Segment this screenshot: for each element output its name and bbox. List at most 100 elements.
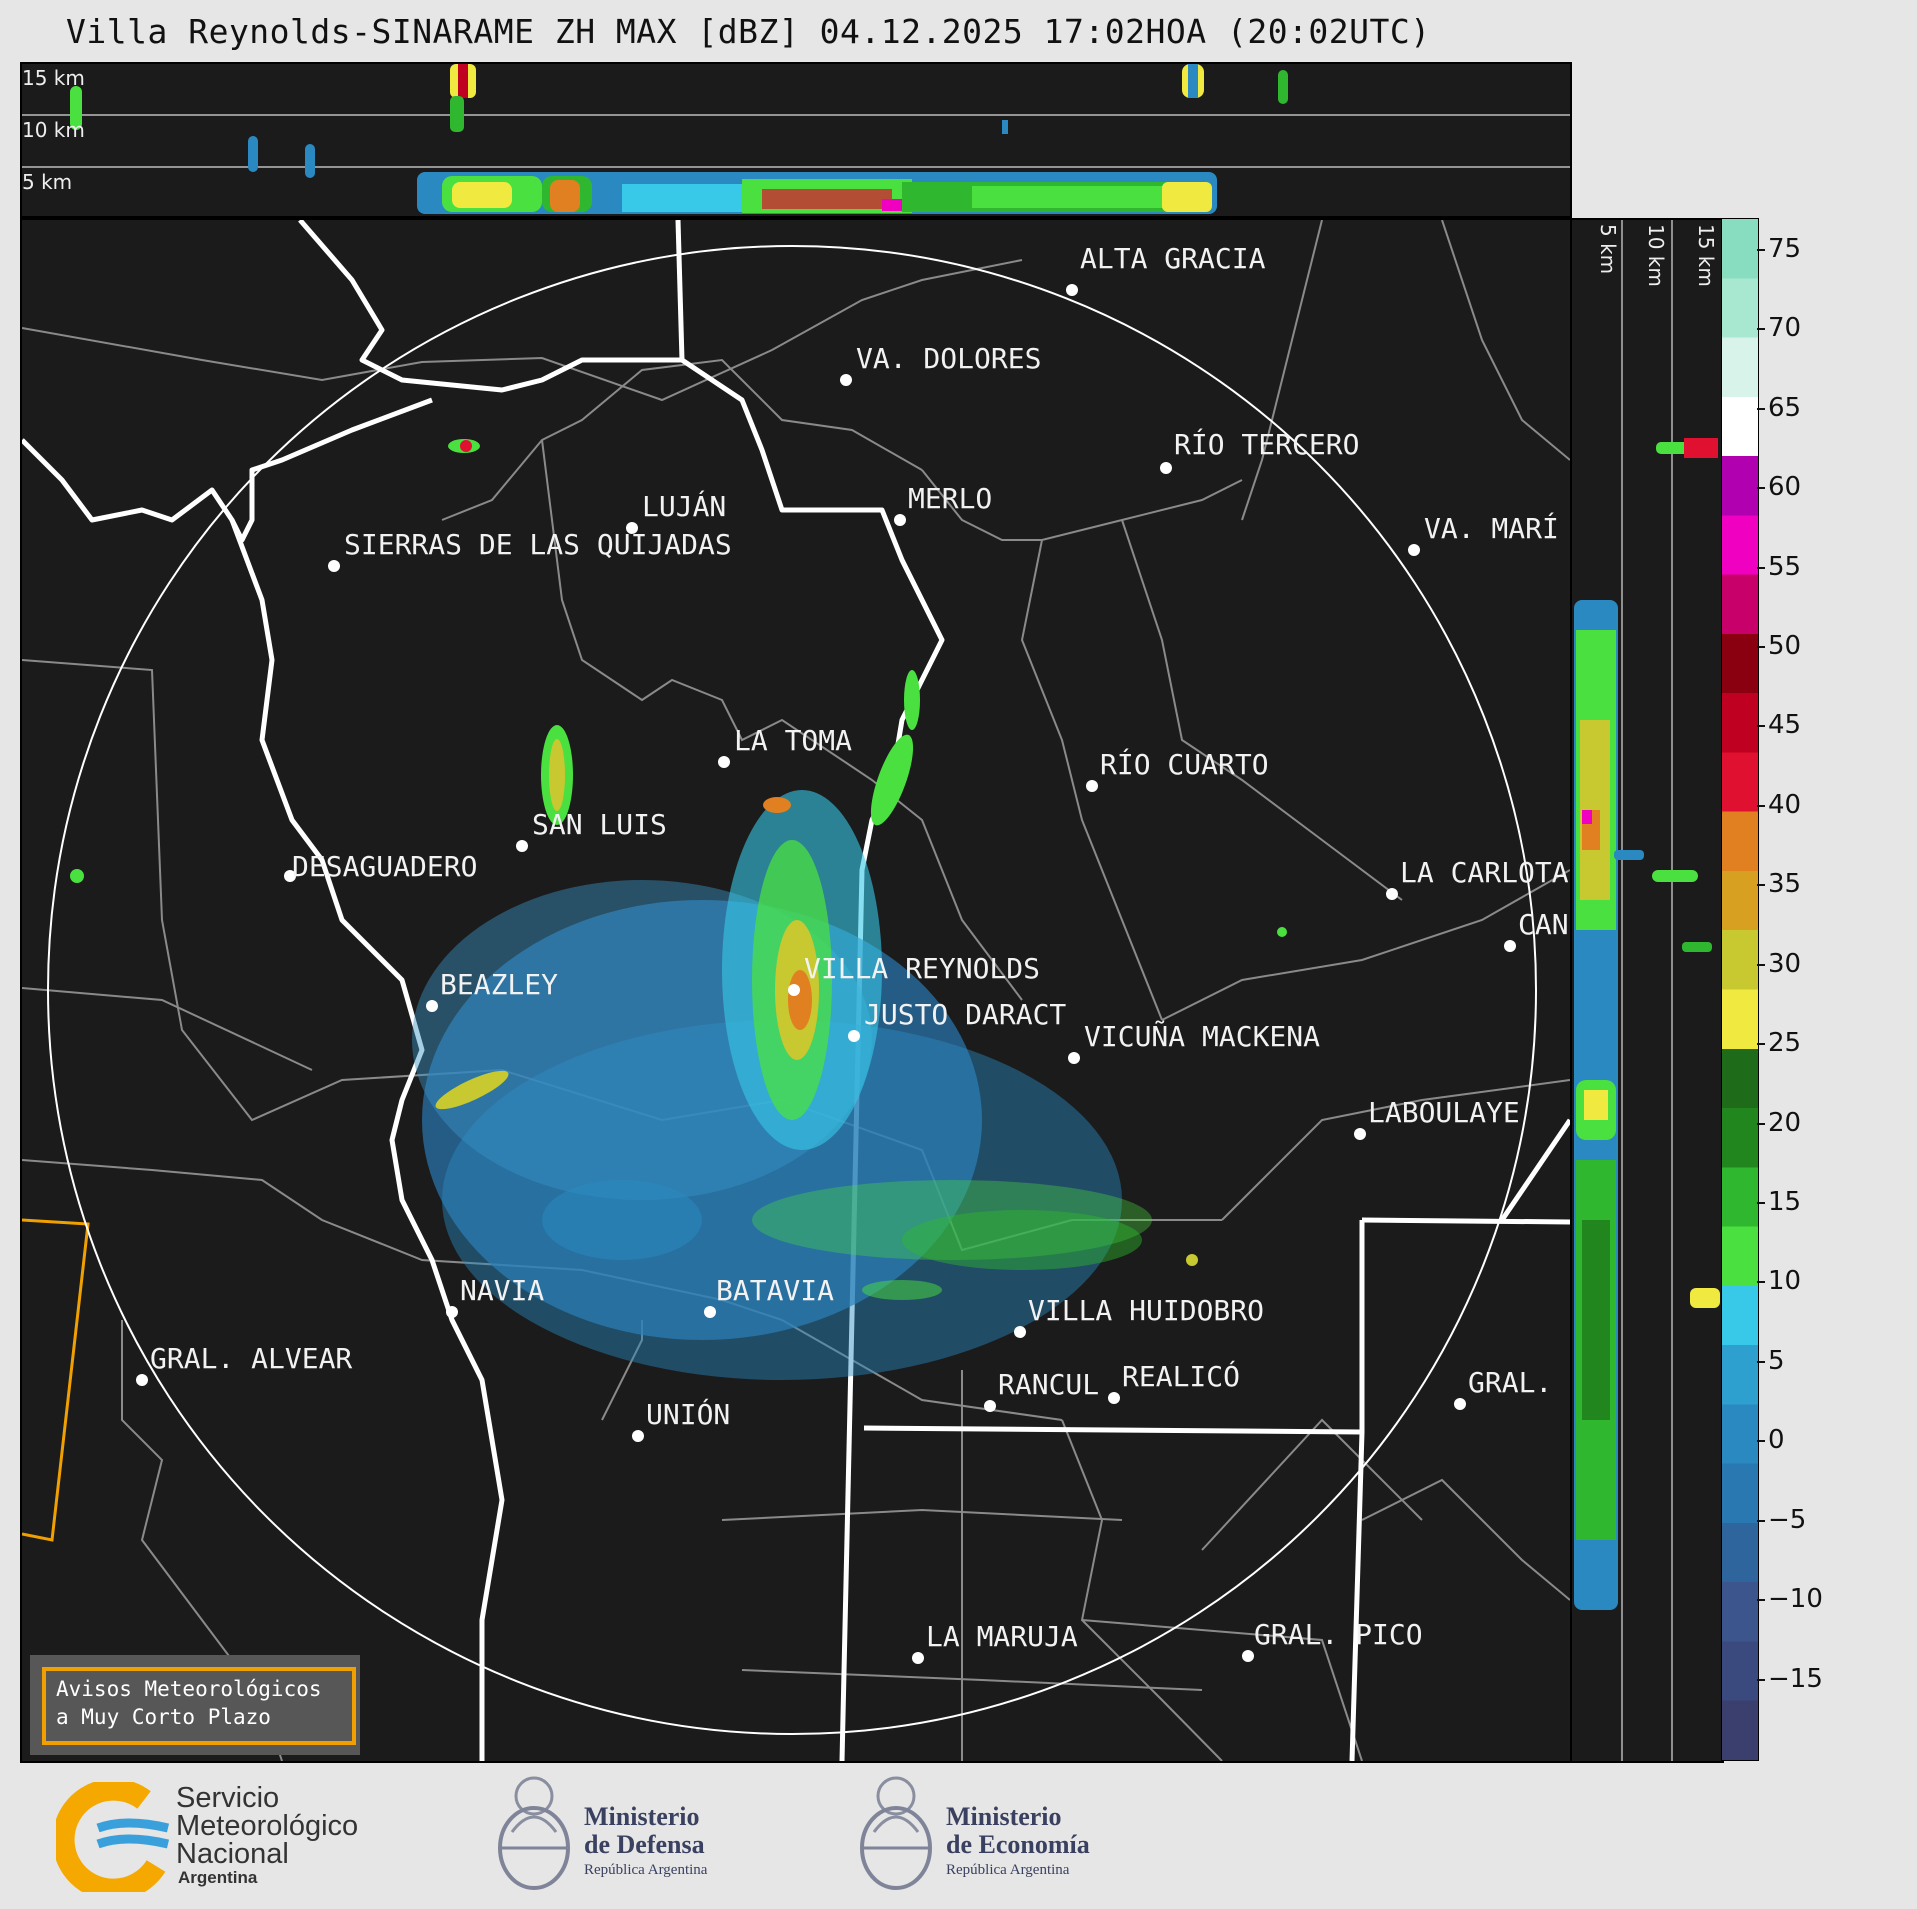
radar-site-dot	[788, 984, 800, 996]
city-dot-rancul	[984, 1400, 996, 1412]
city-label-sierras-de-las-quijadas: SIERRAS DE LAS QUIJADAS	[344, 528, 732, 561]
dbz-colorbar	[1721, 218, 1759, 1761]
notice-frame: Avisos Meteorológicos a Muy Corto Plazo	[42, 1667, 356, 1745]
city-label-justo-daract: JUSTO DARACT	[864, 998, 1067, 1031]
ministerio-economia-logo: Ministerio de Economía República Argenti…	[856, 1772, 1126, 1902]
city-dot-justo-daract	[848, 1030, 860, 1042]
colorbar-tick-mark	[1757, 884, 1765, 887]
city-label-gral: GRAL.	[1468, 1366, 1553, 1399]
colorbar-tick-label: −5	[1768, 1504, 1807, 1535]
colorbar-tick-label: 0	[1768, 1425, 1785, 1456]
city-dot-villa-huidobro	[1014, 1326, 1026, 1338]
city-dot-rio-tercero	[1160, 462, 1172, 474]
city-dot-la-carlota	[1386, 888, 1398, 900]
colorbar-tick-label: 50	[1768, 630, 1802, 661]
warning-outline	[22, 1218, 90, 1542]
smn-line-3: Nacional	[176, 1838, 289, 1870]
city-label-alta-gracia: ALTA GRACIA	[1080, 242, 1266, 275]
colorbar-tick-label: −15	[1768, 1663, 1823, 1694]
range-ring	[47, 245, 1537, 1735]
smn-line-2: Meteorológico	[176, 1810, 359, 1842]
city-dot-batavia	[704, 1306, 716, 1318]
city-label-rio-cuarto: RÍO CUARTO	[1100, 748, 1269, 781]
top-altitude-label-10: 10 km	[22, 118, 85, 142]
economia-line-3: República Argentina	[946, 1862, 1070, 1878]
city-label-rio-tercero: RÍO TERCERO	[1174, 428, 1360, 461]
colorbar-tick-label: 60	[1768, 472, 1802, 503]
side-altitude-label-15: 15 km	[1694, 224, 1718, 287]
city-dot-navia	[446, 1306, 458, 1318]
national-shield-icon	[860, 1776, 932, 1890]
top-altitude-label-15: 15 km	[22, 66, 85, 90]
city-dot-san-luis	[516, 840, 528, 852]
colorbar-tick-mark	[1757, 1122, 1765, 1125]
colorbar-tick-label: 25	[1768, 1028, 1802, 1059]
city-dot-rio-cuarto	[1086, 780, 1098, 792]
city-label-la-toma: LA TOMA	[734, 724, 853, 757]
defensa-line-1: Ministerio	[584, 1802, 700, 1831]
colorbar-tick-mark	[1757, 963, 1765, 966]
city-dot-desaguadero	[284, 870, 296, 882]
colorbar-tick-mark	[1757, 1519, 1765, 1522]
radar-map	[22, 220, 1570, 1761]
city-label-can: CAN	[1518, 908, 1569, 941]
page-title: Villa Reynolds-SINARAME ZH MAX [dBZ] 04.…	[66, 12, 1431, 51]
city-dot-sierras-de-las-quijadas	[328, 560, 340, 572]
city-label-batavia: BATAVIA	[716, 1274, 835, 1307]
side-cross-section-panel: 5 km 10 km 15 km	[1570, 218, 1724, 1763]
colorbar-tick-mark	[1757, 1201, 1765, 1204]
colorbar-tick-mark	[1757, 1678, 1765, 1681]
city-label-san-luis: SAN LUIS	[532, 808, 667, 841]
city-dot-la-maruja	[912, 1652, 924, 1664]
city-label-la-carlota: LA CARLOTA	[1400, 856, 1569, 889]
colorbar-tick-mark	[1757, 328, 1765, 331]
city-label-villa-reynolds: VILLA REYNOLDS	[804, 952, 1041, 985]
top-cross-section-plot	[22, 64, 1570, 214]
city-dot-realico	[1108, 1392, 1120, 1404]
city-dot-gral-pico	[1242, 1650, 1254, 1662]
colorbar-tick-label: 65	[1768, 392, 1802, 423]
colorbar-tick-label: 5	[1768, 1345, 1785, 1376]
city-dot-union	[632, 1430, 644, 1442]
city-label-gral-alvear: GRAL. ALVEAR	[150, 1342, 353, 1375]
notice-box[interactable]: Avisos Meteorológicos a Muy Corto Plazo	[30, 1655, 360, 1755]
city-label-union: UNIÓN	[646, 1398, 731, 1431]
city-dot-va-dolores	[840, 374, 852, 386]
city-label-vicuna-mackena: VICUÑA MACKENA	[1084, 1020, 1321, 1053]
city-label-lujan: LUJÁN	[642, 490, 727, 523]
colorbar-tick-mark	[1757, 1360, 1765, 1363]
top-echoes	[70, 64, 1288, 214]
city-dot-merlo	[894, 514, 906, 526]
city-dot-gral	[1454, 1398, 1466, 1410]
notice-line-1: Avisos Meteorológicos	[56, 1677, 322, 1701]
smn-line-1: Servicio	[176, 1782, 280, 1814]
city-label-villa-huidobro: VILLA HUIDOBRO	[1028, 1294, 1265, 1327]
side-altitude-label-5: 5 km	[1596, 224, 1620, 275]
city-label-beazley: BEAZLEY	[440, 968, 559, 1001]
colorbar-tick-mark	[1757, 1440, 1765, 1443]
colorbar-tick-mark	[1757, 566, 1765, 569]
colorbar-tick-mark	[1757, 804, 1765, 807]
national-shield-icon	[498, 1776, 570, 1890]
city-label-rancul: RANCUL	[998, 1368, 1100, 1401]
city-label-desaguadero: DESAGUADERO	[292, 850, 478, 883]
top-cross-section-panel: 15 km 10 km 5 km	[20, 62, 1572, 218]
city-label-laboulaye: LABOULAYE	[1368, 1096, 1520, 1129]
notice-line-2: a Muy Corto Plazo	[56, 1705, 271, 1729]
economia-line-1: Ministerio	[946, 1802, 1062, 1831]
city-dot-vicuna-mackena	[1068, 1052, 1080, 1064]
colorbar-tick-label: 55	[1768, 551, 1802, 582]
defensa-line-3: República Argentina	[584, 1862, 708, 1878]
side-cross-section-plot	[1574, 220, 1720, 1761]
city-dot-beazley	[426, 1000, 438, 1012]
economia-line-2: de Economía	[946, 1830, 1090, 1859]
radar-map-panel[interactable]: ALTA GRACIA VA. DOLORES RÍO TERCERO LUJÁ…	[20, 218, 1572, 1763]
side-altitude-label-10: 10 km	[1644, 224, 1668, 287]
city-label-gral-pico: GRAL. PICO	[1254, 1618, 1423, 1651]
colorbar-tick-label: 10	[1768, 1266, 1802, 1297]
city-label-navia: NAVIA	[460, 1274, 545, 1307]
city-dot-gral-alvear	[136, 1374, 148, 1386]
city-dot-la-toma	[718, 756, 730, 768]
smn-line-4: Argentina	[178, 1868, 258, 1887]
colorbar-tick-mark	[1757, 1281, 1765, 1284]
